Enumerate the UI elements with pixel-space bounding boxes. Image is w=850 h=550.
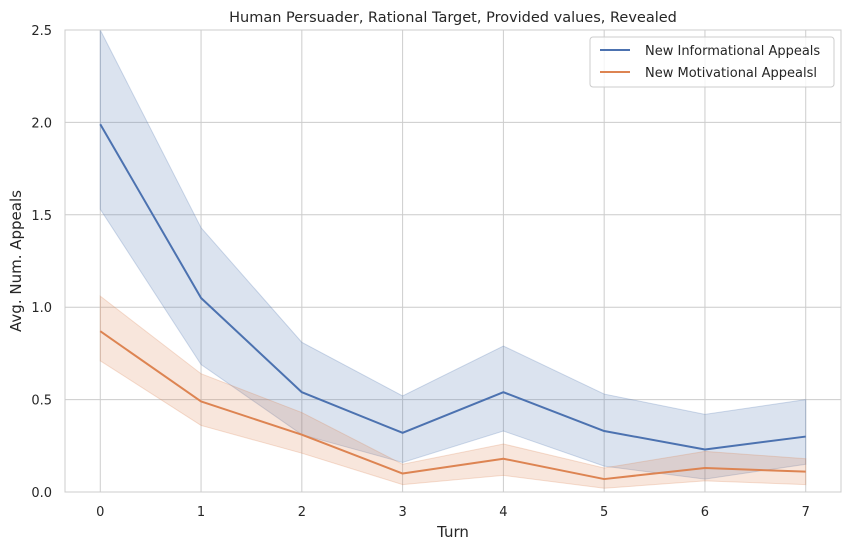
x-tick-label: 3 xyxy=(398,505,406,520)
legend-box xyxy=(589,36,835,88)
y-tick-label: 0.0 xyxy=(31,486,52,501)
x-tick-label: 7 xyxy=(802,505,810,520)
confidence-band-1 xyxy=(99,295,807,489)
y-tick-label: 2.0 xyxy=(31,116,52,131)
y-tick-label: 1.5 xyxy=(31,209,52,224)
series-line-0 xyxy=(99,123,806,451)
x-axis-label: Turn xyxy=(436,523,469,541)
x-tick-labels: 0 1 2 3 4 5 6 7 xyxy=(96,505,810,520)
plot-frame xyxy=(64,29,842,493)
y-tick-label: 1.0 xyxy=(31,301,52,316)
chart-title: Human Persuader, Rational Target, Provid… xyxy=(229,10,677,26)
x-tick-label: 4 xyxy=(499,505,507,520)
y-axis-label: Avg. Num. Appeals xyxy=(7,190,25,332)
x-tick-label: 5 xyxy=(600,505,608,520)
y-tick-label: 0.5 xyxy=(31,394,52,409)
series-line-1 xyxy=(99,330,806,481)
x-tick-label: 2 xyxy=(298,505,306,520)
x-tick-label: 0 xyxy=(96,505,104,520)
legend-entry-0: New Informational Appeals xyxy=(645,44,820,59)
legend-entry-1: New Motivational Appealsl xyxy=(645,66,817,81)
confidence-band-0 xyxy=(99,29,807,480)
x-tick-label: 1 xyxy=(197,505,205,520)
series-lines xyxy=(99,123,806,481)
confidence-bands xyxy=(99,29,807,489)
y-tick-label: 2.5 xyxy=(31,24,52,39)
x-tick-label: 6 xyxy=(701,505,709,520)
legend: New Informational Appeals New Motivationa… xyxy=(589,36,835,88)
y-tick-labels: 0.0 0.5 1.0 1.5 2.0 2.5 xyxy=(31,24,52,501)
